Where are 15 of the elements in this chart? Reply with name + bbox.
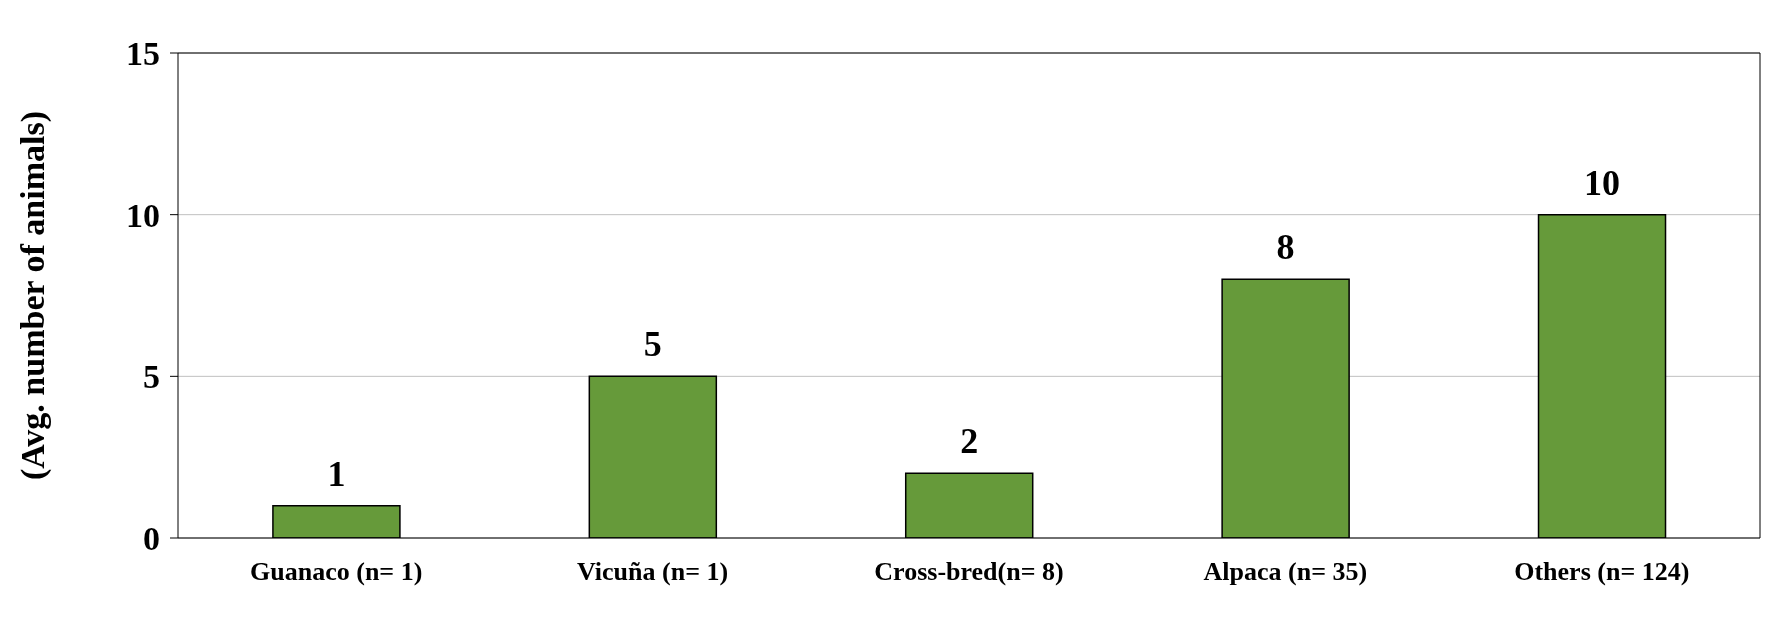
y-tick-label: 0 <box>143 520 160 558</box>
x-tick-label: Guanaco (n= 1) <box>250 557 423 587</box>
x-tick-label: Others (n= 124) <box>1514 557 1690 587</box>
x-tick-label: Vicuña (n= 1) <box>577 557 729 587</box>
x-tick-label: Cross-bred(n= 8) <box>874 557 1064 587</box>
data-label: 8 <box>1276 227 1295 268</box>
y-tick-label: 10 <box>126 196 160 234</box>
data-label: 2 <box>960 421 979 462</box>
y-tick-label: 5 <box>143 358 160 396</box>
data-label: 10 <box>1584 162 1621 203</box>
data-label: 5 <box>643 324 662 365</box>
data-label: 1 <box>327 453 346 494</box>
y-tick-label: 15 <box>126 35 160 73</box>
x-tick-label: Alpaca (n= 35) <box>1203 557 1368 587</box>
y-axis-title: (Avg. number of animals) <box>14 111 53 480</box>
